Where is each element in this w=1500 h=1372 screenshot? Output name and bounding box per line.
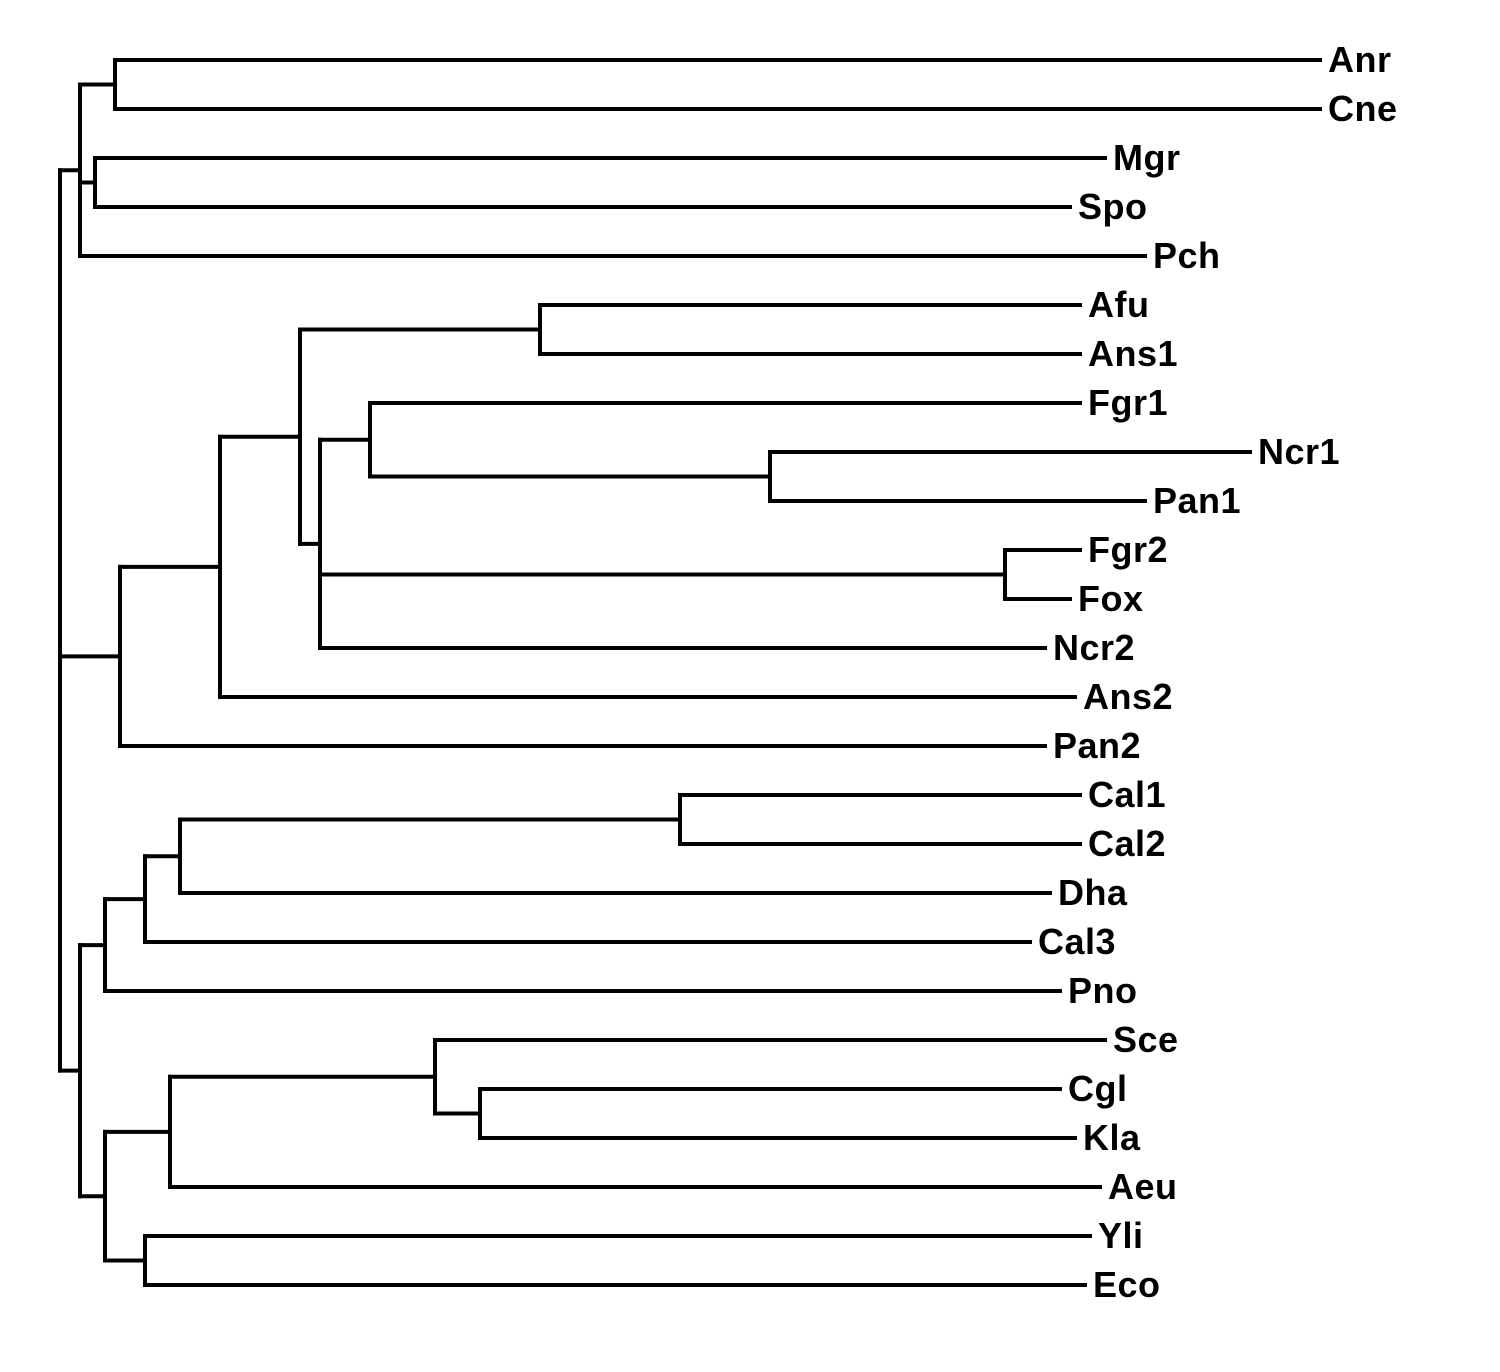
leaf-label: Pan2 bbox=[1053, 725, 1141, 767]
leaf-label: Aeu bbox=[1108, 1166, 1178, 1208]
leaf-label: Ncr2 bbox=[1053, 627, 1135, 669]
leaf-label: Cgl bbox=[1068, 1068, 1128, 1110]
leaf-label: Ncr1 bbox=[1258, 431, 1340, 473]
leaf-label: Sce bbox=[1113, 1019, 1179, 1061]
leaf-label: Cal1 bbox=[1088, 774, 1166, 816]
leaf-label: Pan1 bbox=[1153, 480, 1241, 522]
leaf-label: Eco bbox=[1093, 1264, 1161, 1306]
leaf-label: Kla bbox=[1083, 1117, 1141, 1159]
leaf-label: Anr bbox=[1328, 39, 1392, 81]
tree-lines bbox=[0, 0, 1500, 1372]
leaf-label: Cne bbox=[1328, 88, 1398, 130]
leaf-label: Afu bbox=[1088, 284, 1149, 326]
leaf-label: Mgr bbox=[1113, 137, 1181, 179]
leaf-label: Pch bbox=[1153, 235, 1221, 277]
leaf-label: Ans1 bbox=[1088, 333, 1178, 375]
leaf-label: Cal2 bbox=[1088, 823, 1166, 865]
leaf-label: Pno bbox=[1068, 970, 1138, 1012]
leaf-label: Ans2 bbox=[1083, 676, 1173, 718]
leaf-label: Fgr2 bbox=[1088, 529, 1168, 571]
leaf-label: Fgr1 bbox=[1088, 382, 1168, 424]
phylogenetic-tree: Anr Cne Mgr SpoPchAfu Ans1 Fgr1 Ncr1 Pan1 Fgr2 Fo… bbox=[0, 0, 1500, 1372]
leaf-label: Fox bbox=[1078, 578, 1144, 620]
leaf-label: Spo bbox=[1078, 186, 1148, 228]
leaf-label: Cal3 bbox=[1038, 921, 1116, 963]
leaf-label: Yli bbox=[1098, 1215, 1144, 1257]
leaf-label: Dha bbox=[1058, 872, 1128, 914]
